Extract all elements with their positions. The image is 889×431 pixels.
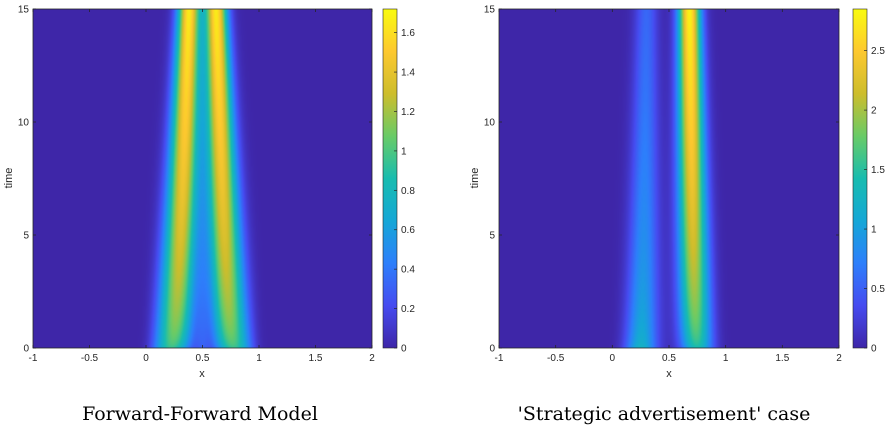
- x-tick-label: 2: [369, 353, 375, 364]
- x-axis-label-right: x: [666, 368, 672, 380]
- panel-left: -1 -0.5 0 0.5 1 1.5 2 0 5 10 15 x time 0 0.2 0.4 0.6…: [3, 5, 415, 426]
- x-tick-label: 0: [143, 353, 149, 364]
- y-tick-label: 10: [484, 118, 496, 129]
- colorbar-tick-label: 1: [401, 146, 407, 157]
- x-tick-label: 0.5: [662, 353, 676, 364]
- y-axis-label-left: time: [3, 168, 15, 189]
- x-tick-label: 0: [610, 353, 616, 364]
- colorbar-tick-label: 0.6: [401, 225, 415, 236]
- y-tick-label: 0: [23, 344, 29, 355]
- colorbar-tick-label: 0: [401, 344, 407, 355]
- colorbar-right: [852, 8, 868, 349]
- x-tick-label: 2: [836, 353, 842, 364]
- colorbar-tick-label: 1: [871, 225, 877, 236]
- heatmap-left: [33, 9, 372, 348]
- x-tick-label: 1: [256, 353, 262, 364]
- y-tick-label: 5: [23, 231, 29, 242]
- x-tick-label: 1.5: [775, 353, 789, 364]
- colorbar-tick-label: 0.4: [401, 265, 415, 276]
- colorbar-tick-label: 0.8: [401, 186, 415, 197]
- x-tick-label: 1.5: [309, 353, 323, 364]
- y-tick-label: 10: [18, 118, 30, 129]
- x-tick-label: 1: [723, 353, 729, 364]
- x-tick-label: -1: [29, 353, 38, 364]
- x-tick-label: -1: [495, 353, 504, 364]
- y-tick-label: 15: [18, 5, 30, 16]
- colorbar-tick-label: 2.5: [871, 46, 885, 57]
- colorbar-tick-label: 1.2: [401, 107, 415, 118]
- colorbar-ticks-right: 0 0.5 1 1.5 2 2.5: [864, 46, 885, 355]
- y-tick-label: 15: [484, 5, 496, 16]
- caption-right: 'Strategic advertisement' case: [518, 403, 811, 425]
- x-tick-label: -0.5: [81, 353, 99, 364]
- colorbar-tick-label: 1.6: [401, 28, 415, 39]
- colorbar-tick-label: 1.5: [871, 165, 885, 176]
- colorbar-tick-label: 0.2: [401, 304, 415, 315]
- colorbar-tick-label: 0.5: [871, 284, 885, 295]
- y-tick-label: 5: [489, 231, 495, 242]
- y-ticks-left: 0 5 10 15: [18, 5, 372, 355]
- panel-right: -1 -0.5 0 0.5 1 1.5 2 0 5 10 15 x time 0 0.5 1 1.5 2 2…: [469, 5, 885, 426]
- y-tick-label: 0: [489, 344, 495, 355]
- x-tick-label: -0.5: [547, 353, 565, 364]
- colorbar-tick-label: 2: [871, 106, 877, 117]
- y-ticks-right: 0 5 10 15: [484, 5, 839, 355]
- colorbar-tick-label: 1.4: [401, 68, 415, 79]
- x-ticks-left: -1 -0.5 0 0.5 1 1.5 2: [29, 9, 375, 364]
- colorbar-ticks-left: 0 0.2 0.4 0.6 0.8 1 1.2 1.4 1.6: [394, 28, 415, 355]
- colorbar-left: [382, 8, 398, 349]
- x-ticks-right: -1 -0.5 0 0.5 1 1.5 2: [495, 9, 842, 364]
- x-tick-label: 0.5: [196, 353, 210, 364]
- colorbar-tick-label: 0: [871, 344, 877, 355]
- heatmap-right: [499, 9, 839, 348]
- caption-left: Forward-Forward Model: [82, 403, 318, 425]
- y-axis-label-right: time: [469, 168, 481, 189]
- x-axis-label-left: x: [199, 368, 205, 380]
